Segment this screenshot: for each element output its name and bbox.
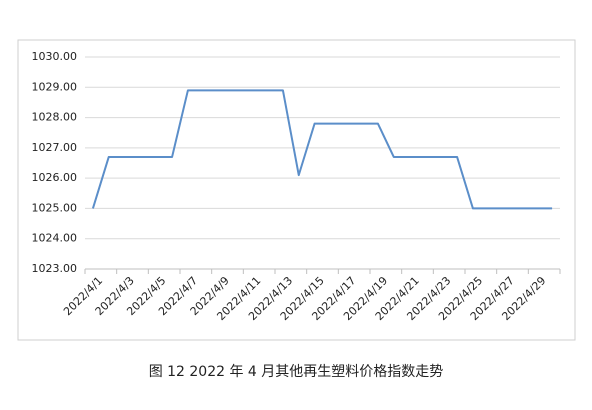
y-tick-label: 1024.00 bbox=[32, 232, 78, 245]
chart-frame bbox=[17, 39, 576, 341]
chart-caption: 图 12 2022 年 4 月其他再生塑料价格指数走势 bbox=[149, 364, 444, 380]
y-tick-label: 1028.00 bbox=[32, 111, 78, 124]
y-tick-label: 1026.00 bbox=[32, 171, 78, 184]
data-line bbox=[91, 89, 553, 210]
y-tick-label: 1027.00 bbox=[32, 141, 78, 154]
y-tick-label: 1029.00 bbox=[32, 80, 78, 93]
y-tick-label: 1030.00 bbox=[32, 50, 78, 63]
y-tick-label: 1025.00 bbox=[32, 201, 78, 214]
y-tick-label: 1023.00 bbox=[32, 262, 78, 275]
